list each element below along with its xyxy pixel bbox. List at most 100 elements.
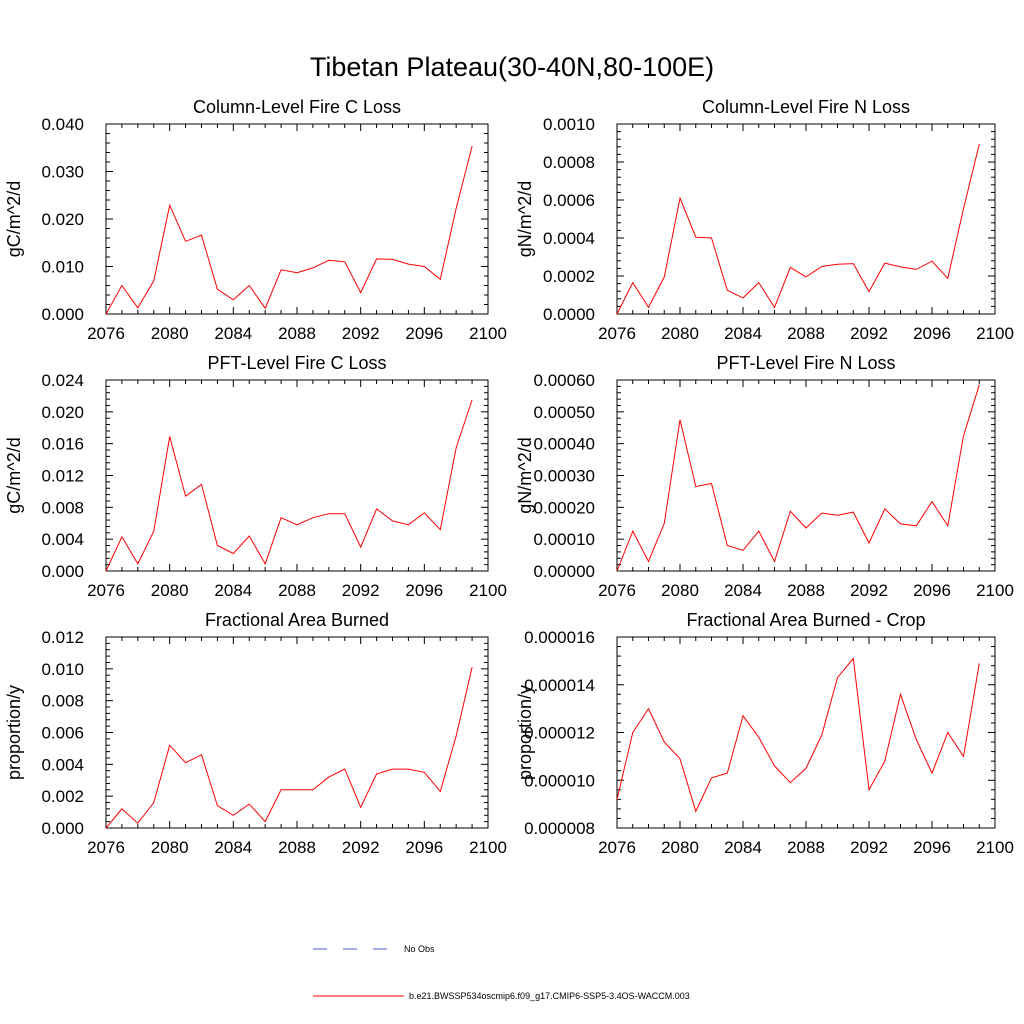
y-tick-label: 0.000008 <box>524 819 595 838</box>
legend-model-label: b.e21.BWSSP534oscmip6.f09_g17.CMIP6-SSP5… <box>409 991 690 1001</box>
y-tick-label: 0.000012 <box>524 724 595 743</box>
x-tick-label: 2080 <box>151 581 189 600</box>
x-tick-label: 2088 <box>787 324 825 343</box>
y-tick-label: 0.00020 <box>534 498 595 517</box>
panel-title: Column-Level Fire C Loss <box>193 97 401 117</box>
plot-frame <box>105 123 489 315</box>
series-line <box>616 657 980 813</box>
y-axis-label: gN/m^2/d <box>515 181 535 257</box>
x-tick-label: 2076 <box>598 838 636 857</box>
x-tick-label: 2092 <box>850 581 888 600</box>
y-tick-label: 0.000 <box>41 562 84 581</box>
y-tick-label: 0.00030 <box>534 467 595 486</box>
x-tick-label: 2080 <box>151 838 189 857</box>
x-tick-label: 2092 <box>850 324 888 343</box>
panel-3: PFT-Level Fire C Loss gC/m^2/d 2076 2080 208… <box>4 353 507 600</box>
x-tick-label: 2080 <box>661 324 699 343</box>
y-tick-label: 0.0000 <box>543 305 595 324</box>
plot-frame <box>616 379 996 572</box>
x-tick-label: 2084 <box>724 324 762 343</box>
y-tick-label: 0.00000 <box>534 562 595 581</box>
x-tick-label: 2084 <box>214 324 252 343</box>
x-tick-label: 2100 <box>469 838 507 857</box>
y-tick-label: 0.008 <box>41 692 84 711</box>
y-tick-label: 0.008 <box>41 498 84 517</box>
figure-title: Tibetan Plateau(30-40N,80-100E) <box>310 52 714 82</box>
y-tick-label: 0.012 <box>41 467 84 486</box>
x-tick-label: 2096 <box>913 838 951 857</box>
x-tick-label: 2092 <box>342 838 380 857</box>
y-tick-label: 0.006 <box>41 724 84 743</box>
y-axis-label: proportion/y <box>4 685 24 780</box>
x-tick-label: 2076 <box>87 581 125 600</box>
x-tick-label: 2088 <box>787 581 825 600</box>
x-tick-label: 2096 <box>913 581 951 600</box>
x-tick-label: 2096 <box>405 581 443 600</box>
series-line <box>616 143 980 315</box>
panel-title: Fractional Area Burned - Crop <box>686 610 925 630</box>
panel-title: PFT-Level Fire C Loss <box>207 353 386 373</box>
x-tick-label: 2076 <box>598 581 636 600</box>
y-tick-label: 0.00040 <box>534 435 595 454</box>
series-line <box>105 399 473 572</box>
panels: Column-Level Fire C Loss gC/m^2/d 2076 2080… <box>4 97 1014 857</box>
x-tick-label: 2092 <box>342 581 380 600</box>
y-tick-label: 0.012 <box>41 628 84 647</box>
x-tick-label: 2100 <box>976 324 1014 343</box>
x-tick-label: 2092 <box>850 838 888 857</box>
y-tick-label: 0.010 <box>41 258 84 277</box>
x-tick-label: 2084 <box>214 838 252 857</box>
y-tick-label: 0.000 <box>41 305 84 324</box>
x-tick-label: 2080 <box>661 581 699 600</box>
x-tick-label: 2080 <box>151 324 189 343</box>
panel-title: Column-Level Fire N Loss <box>702 97 910 117</box>
y-tick-label: 0.0002 <box>543 267 595 286</box>
series-line <box>105 146 473 315</box>
x-tick-label: 2100 <box>469 324 507 343</box>
x-tick-label: 2076 <box>87 324 125 343</box>
y-tick-label: 0.00010 <box>534 530 595 549</box>
y-tick-label: 0.024 <box>41 371 84 390</box>
y-axis-label: gN/m^2/d <box>515 437 535 513</box>
x-tick-label: 2084 <box>724 581 762 600</box>
x-tick-label: 2088 <box>787 838 825 857</box>
x-tick-label: 2088 <box>278 838 316 857</box>
y-tick-label: 0.000 <box>41 819 84 838</box>
y-tick-label: 0.010 <box>41 660 84 679</box>
panel-4: PFT-Level Fire N Loss gN/m^2/d 2076 2080 208… <box>515 353 1014 600</box>
y-tick-label: 0.002 <box>41 787 84 806</box>
series-line <box>616 384 980 572</box>
panel-title: Fractional Area Burned <box>205 610 389 630</box>
y-tick-label: 0.016 <box>41 435 84 454</box>
x-tick-label: 2080 <box>661 838 699 857</box>
x-tick-label: 2088 <box>278 324 316 343</box>
y-axis-label: proportion/y <box>515 685 535 780</box>
y-tick-label: 0.000014 <box>524 676 595 695</box>
y-tick-label: 0.0004 <box>543 229 595 248</box>
x-tick-label: 2084 <box>214 581 252 600</box>
x-tick-label: 2084 <box>724 838 762 857</box>
y-tick-label: 0.000016 <box>524 628 595 647</box>
plot-frame <box>105 636 489 829</box>
y-tick-label: 0.004 <box>41 530 84 549</box>
series-line <box>105 667 473 829</box>
x-tick-label: 2096 <box>405 838 443 857</box>
y-tick-label: 0.030 <box>41 163 84 182</box>
y-tick-label: 0.0008 <box>543 153 595 172</box>
x-tick-label: 2096 <box>913 324 951 343</box>
y-tick-label: 0.020 <box>41 403 84 422</box>
x-tick-label: 2092 <box>342 324 380 343</box>
y-tick-label: 0.004 <box>41 755 84 774</box>
y-tick-label: 0.040 <box>41 115 84 134</box>
y-axis-label: gC/m^2/d <box>4 437 24 513</box>
panel-6: Fractional Area Burned - Crop proportion/… <box>515 610 1014 857</box>
x-tick-label: 2100 <box>469 581 507 600</box>
x-tick-label: 2100 <box>976 838 1014 857</box>
y-tick-label: 0.0006 <box>543 191 595 210</box>
panel-title: PFT-Level Fire N Loss <box>716 353 895 373</box>
y-tick-label: 0.00060 <box>534 371 595 390</box>
panel-1: Column-Level Fire C Loss gC/m^2/d 2076 2080… <box>4 97 507 343</box>
x-tick-label: 2096 <box>405 324 443 343</box>
panel-5: Fractional Area Burned proportion/y 2076 20… <box>4 610 507 857</box>
